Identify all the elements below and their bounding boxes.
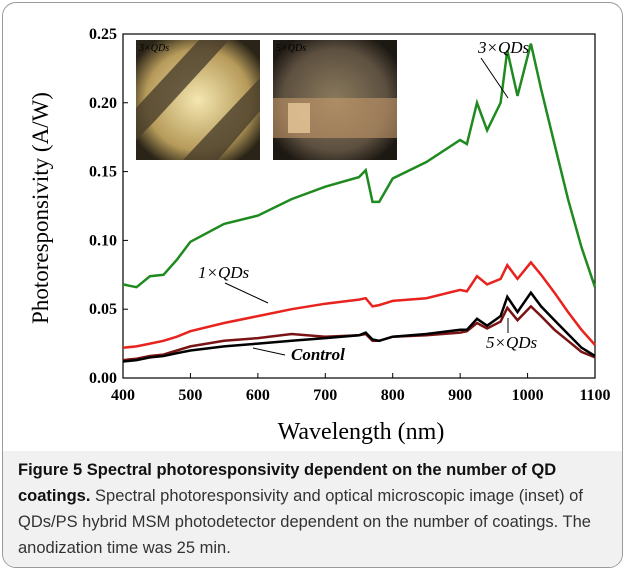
series-label: Control [291,345,345,364]
leader-line [252,347,286,356]
inset-photo [273,40,397,160]
y-tick-label: 0.00 [89,370,117,387]
series-line [122,43,597,289]
series-label: 1×QDs [198,263,250,282]
x-tick-label: 400 [111,387,135,404]
series-line [122,290,596,363]
caption-text: Spectral photoresponsivity and optical m… [18,487,591,557]
series-label: 3×QDs [477,38,530,57]
y-tick-label: 0.10 [89,232,117,249]
inset-photo [136,40,260,160]
series-label: 5×QDs [486,333,538,352]
inset-label: 3×QDs [138,43,169,54]
plot-frame [122,33,596,379]
y-axis-title: Photoresponsivity (A/W) [28,92,53,324]
x-tick-label: 1100 [579,387,610,404]
x-tick-label: 600 [246,387,270,404]
inset-label: 5×QDs [276,43,306,54]
chart: Photoresponsivity (A/W) Wavelength (nm) … [28,26,611,445]
y-tick-label: 0.25 [89,26,117,43]
y-tick-label: 0.05 [89,301,117,318]
x-tick-label: 1000 [512,387,544,404]
caption: Figure 5 Spectral photoresponsivity depe… [3,451,622,567]
series-line [122,260,596,349]
leader-line [224,282,269,304]
x-tick-label: 900 [448,387,472,404]
y-tick-label: 0.15 [89,164,117,181]
x-tick-label: 800 [381,387,405,404]
x-axis-title: Wavelength (nm) [278,419,445,445]
leader-line [480,57,509,99]
caption-title: Figure 5 Spectral photoresponsivity depe… [18,461,557,505]
x-tick-label: 500 [178,387,202,404]
y-tick-label: 0.20 [89,95,117,112]
x-tick-label: 700 [313,387,337,404]
